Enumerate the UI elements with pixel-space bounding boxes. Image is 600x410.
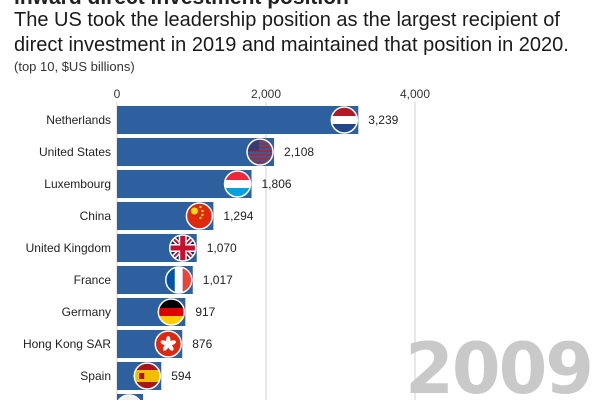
netherlands-flag-icon (330, 106, 359, 134)
category-label: Germany (62, 305, 111, 319)
value-label: 1,070 (207, 241, 237, 255)
category-label: France (74, 273, 112, 287)
chart-subtitle: The US took the leadership position as t… (14, 9, 569, 56)
bar-row: France 1,017 (74, 266, 233, 294)
tick-layer: 0 2,000 4,000 (114, 87, 431, 101)
category-label: Spain (80, 369, 111, 383)
category-label: United Kingdom (26, 241, 111, 255)
spain-flag-icon (133, 362, 162, 390)
bar-row: Hong Kong SAR 876 (23, 330, 213, 358)
x-tick-label: 0 (114, 87, 121, 101)
united-kingdom-flag-icon (168, 234, 197, 262)
x-tick-label: 4,000 (400, 87, 430, 101)
bar-row: Netherlands 3,239 (46, 106, 399, 134)
bar (117, 106, 359, 134)
bar-layer: Netherlands 3,239 United States 2,108 Luxemb… (23, 106, 399, 400)
france-flag-icon (165, 266, 193, 294)
china-flag-icon (185, 202, 214, 230)
unknown-flag-icon (116, 394, 143, 400)
year-watermark: 2009 (405, 328, 594, 410)
value-label: 876 (192, 337, 212, 351)
x-tick-label: 2,000 (251, 87, 281, 101)
bar-row: United Kingdom 1,070 (26, 234, 237, 262)
value-label: 1,806 (262, 177, 292, 191)
bar-row: United States 2,108 (39, 138, 314, 166)
bar-row: Luxembourg 1,806 (44, 170, 292, 198)
category-label: Hong Kong SAR (23, 337, 111, 351)
bar-chart: 0 2,000 4,000 Netherlands 3,239 United State… (23, 87, 431, 400)
value-label: 2,108 (284, 145, 314, 159)
value-label: 1,294 (223, 209, 253, 223)
category-label: Netherlands (46, 113, 111, 127)
hong-kong-flag-icon (154, 330, 183, 358)
category-label: United States (39, 145, 111, 159)
luxembourg-flag-icon (223, 170, 252, 198)
united-states-flag-icon (246, 138, 274, 166)
bar-row (116, 394, 144, 400)
value-label: 917 (195, 305, 215, 319)
bar-row: Germany 917 (62, 298, 216, 326)
value-label: 3,239 (368, 113, 398, 127)
chart-title: inward direct investment position (14, 0, 349, 10)
bar-row: Spain 594 (80, 362, 192, 390)
units-label: (top 10, $US billions) (14, 59, 135, 74)
germany-flag-icon (157, 298, 186, 326)
bar-row: China 1,294 (80, 202, 254, 230)
value-label: 594 (171, 369, 191, 383)
category-label: Luxembourg (44, 177, 111, 191)
value-label: 1,017 (203, 273, 233, 287)
category-label: China (80, 209, 112, 223)
